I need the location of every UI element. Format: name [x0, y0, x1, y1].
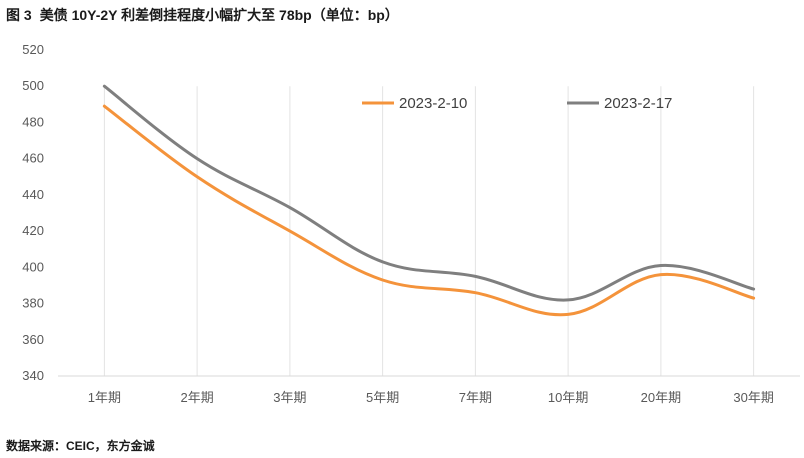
y-tick-label: 500: [22, 78, 44, 93]
x-tick-label: 3年期: [273, 390, 306, 405]
figure-title: 美债 10Y-2Y 利差倒挂程度小幅扩大至 78bp（单位：bp）: [39, 7, 399, 23]
legend-label: 2023-2-10: [399, 95, 467, 112]
y-tick-label: 420: [22, 223, 44, 238]
vertical-gridlines: [103, 86, 755, 376]
y-tick-label: 440: [22, 187, 44, 202]
figure-label: 图 3: [6, 7, 32, 23]
x-tick-label: 30年期: [733, 390, 773, 405]
x-axis-ticks: 1年期 2年期 3年期 5年期 7年期 10年期 20年期 30年期: [88, 390, 774, 405]
y-tick-label: 400: [22, 259, 44, 274]
legend-label: 2023-2-17: [604, 95, 672, 112]
y-tick-label: 340: [22, 368, 44, 383]
y-tick-label: 380: [22, 296, 44, 311]
y-tick-label: 460: [22, 151, 44, 166]
y-axis-ticks: 340 360 380 400 420 440 460 480 500 520: [22, 42, 44, 383]
legend: 2023-2-10 2023-2-17: [362, 95, 672, 112]
data-source: 数据来源：CEIC，东方金诚: [6, 439, 155, 453]
x-tick-label: 5年期: [366, 390, 399, 405]
y-tick-label: 520: [22, 42, 44, 57]
chart-title: 图 3 美债 10Y-2Y 利差倒挂程度小幅扩大至 78bp（单位：bp）: [6, 5, 399, 25]
x-tick-label: 10年期: [548, 390, 588, 405]
x-tick-label: 2年期: [181, 390, 214, 405]
x-tick-label: 20年期: [641, 390, 681, 405]
y-tick-label: 360: [22, 332, 44, 347]
series-line-2: [102, 84, 756, 302]
x-tick-label: 1年期: [88, 390, 121, 405]
series-lines: [102, 84, 756, 317]
x-tick-label: 7年期: [459, 390, 492, 405]
series-line-1: [102, 104, 756, 317]
y-tick-label: 480: [22, 114, 44, 129]
